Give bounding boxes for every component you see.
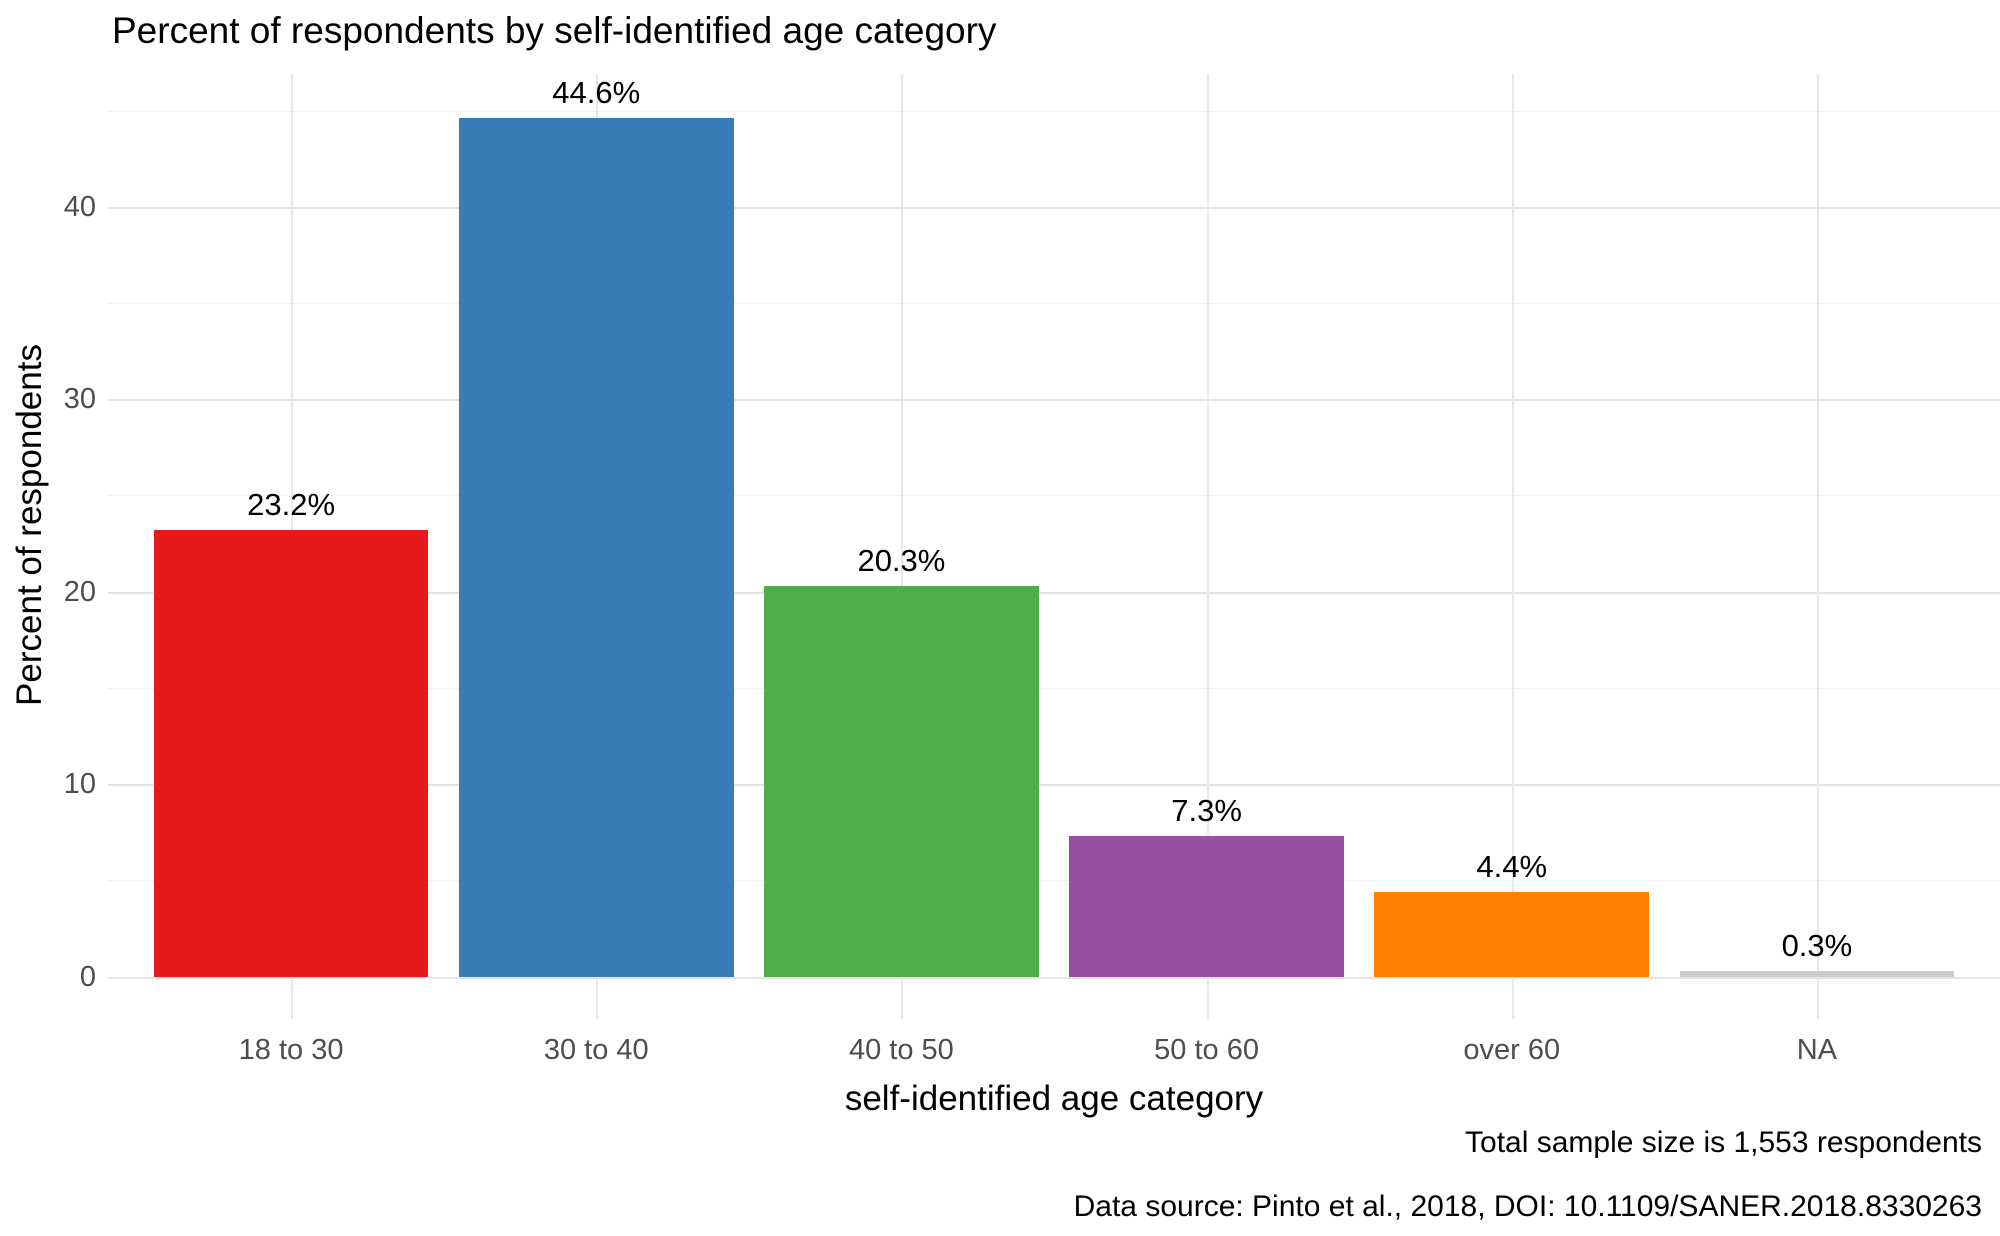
gridline-minor-horizontal — [108, 687, 2000, 689]
plot-panel — [108, 74, 2000, 1019]
bar-value-label: 44.6% — [552, 75, 641, 111]
bar-na — [1679, 970, 1955, 977]
bar-value-label: 23.2% — [247, 487, 336, 523]
gridline-major-vertical — [1206, 74, 1209, 1019]
gridline-major-vertical — [1816, 74, 1819, 1019]
x-tick-label: 40 to 50 — [848, 1034, 954, 1066]
y-tick-label: 40 — [63, 190, 96, 223]
bar-18-to-30 — [153, 530, 429, 977]
gridline-major-horizontal — [108, 976, 2000, 979]
y-tick-label: 0 — [79, 960, 96, 993]
gridline-minor-horizontal — [108, 495, 2000, 497]
gridline-major-horizontal — [108, 206, 2000, 209]
chart-title: Percent of respondents by self-identifie… — [112, 10, 997, 51]
y-tick-label: 30 — [63, 383, 96, 416]
y-tick-label: 20 — [63, 575, 96, 608]
gridline-major-vertical — [1511, 74, 1514, 1019]
x-axis-title: self-identified age category — [844, 1079, 1264, 1118]
gridline-minor-horizontal — [108, 880, 2000, 882]
bar-40-to-50 — [764, 585, 1039, 977]
gridline-major-horizontal — [108, 399, 2000, 402]
gridline-minor-horizontal — [108, 303, 2000, 305]
x-tick-label: 50 to 60 — [1154, 1034, 1259, 1066]
x-tick-label: NA — [1796, 1034, 1838, 1066]
bar-over-60 — [1374, 891, 1650, 977]
x-tick-label: over 60 — [1463, 1034, 1561, 1066]
y-tick-label: 10 — [63, 768, 96, 801]
bar-50-to-60 — [1069, 836, 1344, 977]
bar-value-label: 20.3% — [857, 542, 946, 578]
gridline-major-vertical — [901, 74, 904, 1019]
x-tick-label: 18 to 30 — [238, 1034, 344, 1066]
gridline-major-horizontal — [108, 591, 2000, 594]
bar-value-label: 0.3% — [1781, 927, 1853, 963]
bar-value-label: 4.4% — [1476, 848, 1548, 884]
x-tick-label: 30 to 40 — [543, 1034, 649, 1066]
sample-size-caption: Total sample size is 1,553 respondents — [1465, 1126, 1982, 1159]
gridline-major-horizontal — [108, 784, 2000, 787]
bar-30-to-40 — [458, 118, 734, 977]
gridline-minor-horizontal — [108, 110, 2000, 112]
bar-value-label: 7.3% — [1171, 793, 1242, 829]
data-source-note: Data source: Pinto et al., 2018, DOI: 10… — [1073, 1190, 1982, 1223]
